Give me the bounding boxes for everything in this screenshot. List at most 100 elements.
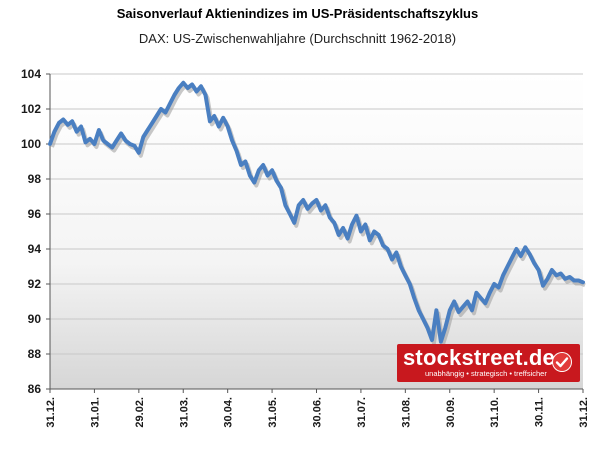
data-point	[67, 124, 69, 126]
data-point	[124, 139, 127, 142]
data-point	[200, 85, 202, 88]
data-point	[364, 223, 367, 226]
data-point	[204, 94, 207, 96]
data-point	[449, 309, 451, 312]
data-point	[315, 199, 318, 201]
data-point	[346, 237, 349, 240]
x-tick-label: 31.03.	[178, 397, 190, 428]
logo-name: stockstreet.de	[403, 345, 555, 370]
data-series	[48, 80, 586, 347]
data-point	[106, 143, 109, 145]
y-tick-label: 100	[21, 137, 41, 151]
x-tick-label: 30.06.	[312, 397, 324, 428]
data-point	[537, 269, 540, 271]
x-tick-label: 30.09.	[445, 397, 457, 428]
data-point	[102, 139, 105, 142]
data-point	[93, 143, 96, 145]
data-point	[440, 340, 442, 343]
data-point	[253, 181, 256, 184]
y-tick-label: 96	[28, 207, 42, 221]
data-point	[58, 122, 60, 124]
data-point	[195, 90, 198, 93]
data-point	[391, 258, 393, 261]
data-point	[568, 276, 571, 278]
data-point	[53, 130, 56, 133]
data-point	[582, 281, 584, 284]
data-point	[493, 283, 496, 285]
data-point	[488, 292, 491, 294]
data-point	[560, 272, 562, 275]
data-point	[266, 174, 269, 177]
y-tick-label: 104	[21, 67, 41, 81]
data-point	[142, 136, 145, 138]
data-point	[182, 82, 185, 84]
logo-tagline: unabhängig • strategisch • treffsicher	[425, 369, 547, 378]
y-tick-label: 98	[28, 172, 42, 186]
data-point	[71, 120, 73, 123]
y-tick-label: 86	[28, 382, 42, 396]
data-point	[284, 204, 287, 207]
data-point	[373, 230, 376, 233]
data-point	[564, 278, 566, 280]
data-point	[186, 87, 189, 89]
data-point	[146, 129, 149, 131]
data-point	[533, 262, 535, 264]
data-point	[555, 274, 558, 277]
data-point	[213, 115, 216, 117]
x-tick-label: 31.12.	[578, 397, 590, 428]
data-point	[151, 122, 153, 124]
data-point	[342, 227, 344, 229]
data-point	[431, 339, 433, 341]
data-point	[155, 115, 158, 117]
data-point	[453, 300, 456, 303]
x-tick-label: 31.07.	[356, 397, 368, 428]
data-point	[524, 246, 527, 249]
x-tick-label: 30.11.	[534, 397, 546, 427]
data-point	[311, 202, 313, 205]
data-point	[480, 297, 482, 299]
x-tick-label: 30.04.	[223, 397, 235, 428]
data-point	[324, 204, 327, 207]
data-point	[333, 222, 336, 224]
data-point	[475, 292, 478, 294]
data-point	[302, 199, 305, 201]
y-tick-label: 92	[28, 277, 42, 291]
data-point	[502, 274, 504, 277]
data-point	[62, 118, 65, 121]
data-point	[329, 216, 331, 219]
data-point	[466, 300, 469, 303]
chart-subtitle: DAX: US-Zwischenwahljahre (Durchschnitt …	[138, 31, 457, 46]
x-tick-label: 31.01.	[89, 397, 101, 428]
data-point	[506, 265, 509, 268]
x-axis-ticks: 31.12. 31.01. 29.02. 31.03. 30.04. 31.05. 30.0…	[45, 389, 590, 428]
data-point	[462, 305, 464, 308]
data-point	[355, 214, 358, 217]
data-point	[400, 265, 402, 268]
data-point	[258, 169, 260, 172]
data-point	[271, 169, 273, 172]
data-point	[577, 279, 580, 282]
data-point	[169, 103, 171, 105]
x-tick-label: 31.05.	[267, 397, 279, 428]
plot-area	[50, 74, 583, 389]
data-point	[409, 283, 411, 285]
y-tick-label: 94	[28, 242, 42, 256]
data-point	[275, 179, 278, 182]
data-point	[426, 327, 429, 329]
data-point	[377, 234, 380, 236]
data-point	[542, 284, 544, 287]
data-point	[369, 239, 371, 242]
data-point	[226, 125, 229, 128]
data-point	[515, 248, 518, 250]
x-tick-label: 29.02.	[134, 397, 146, 428]
chart-title: Saisonverlauf Aktienindizes im US-Präsid…	[116, 6, 479, 21]
data-point	[457, 311, 460, 313]
data-point	[435, 309, 438, 312]
data-point	[551, 269, 553, 271]
data-point	[249, 174, 251, 177]
data-point	[222, 117, 224, 119]
data-point	[49, 143, 51, 145]
data-point	[98, 129, 100, 131]
data-point	[89, 138, 91, 140]
data-point	[573, 279, 575, 282]
